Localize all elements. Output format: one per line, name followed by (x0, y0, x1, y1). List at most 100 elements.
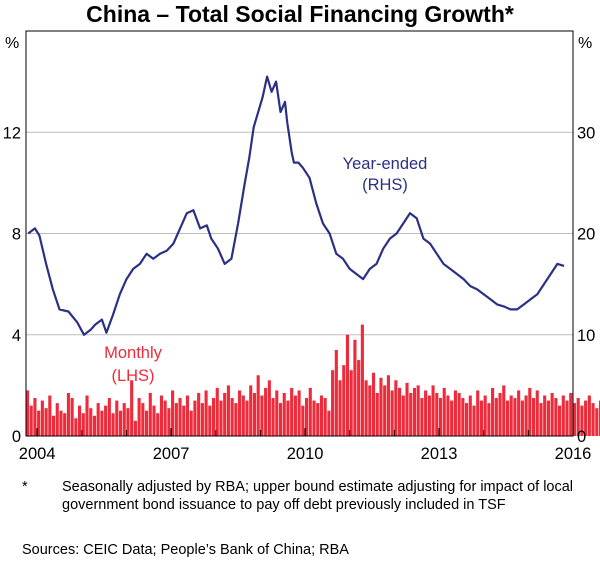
right-tick-label: 10 (577, 327, 595, 345)
monthly-bar (405, 382, 409, 436)
monthly-bar (178, 398, 182, 436)
monthly-bar (558, 405, 562, 436)
monthly-bar (59, 410, 63, 436)
monthly-bar (275, 390, 279, 436)
monthly-bar (308, 387, 312, 436)
monthly-bar (100, 410, 104, 436)
monthly-bar (334, 349, 338, 436)
monthly-bar (446, 395, 450, 436)
monthly-bar (141, 403, 145, 436)
year-ended-line (27, 75, 565, 336)
monthly-label: Monthly (104, 344, 163, 362)
monthly-bar (453, 390, 457, 436)
monthly-bar (223, 392, 227, 436)
monthly-bar (357, 360, 361, 436)
monthly-bar (528, 387, 532, 436)
monthly-bar (293, 395, 297, 436)
monthly-bar (569, 392, 573, 436)
monthly-bar (78, 405, 82, 436)
chart-plot: 0 4 8 12 0 10 20 30 2004 2007 2010 2013 2016 % % Yea… (3, 30, 600, 463)
monthly-bar (33, 398, 37, 436)
monthly-bar (40, 400, 44, 436)
monthly-bar (144, 410, 149, 436)
monthly-bar (349, 370, 353, 436)
monthly-bar (208, 405, 212, 436)
monthly-bar (63, 413, 67, 436)
monthly-bar (457, 392, 461, 436)
monthly-bar (234, 403, 238, 436)
monthly-bar (468, 395, 472, 436)
monthly-bar (66, 392, 70, 436)
monthly-bar (371, 372, 376, 436)
monthly-bar (189, 410, 193, 436)
monthly-bar (412, 387, 417, 436)
monthly-bar (524, 395, 528, 436)
monthly-bar (111, 413, 115, 436)
monthly-bar (394, 380, 398, 436)
monthly-axis-note: (LHS) (111, 367, 154, 385)
monthly-bar (304, 398, 309, 436)
monthly-bar (390, 390, 394, 436)
monthly-bar (264, 387, 268, 436)
axis-labels: 0 4 8 12 0 10 20 30 2004 2007 2010 2013 2016 (3, 124, 596, 463)
monthly-bar (44, 408, 48, 436)
monthly-bar (163, 400, 167, 436)
monthly-bar (200, 403, 204, 436)
axis-ticks (36, 428, 574, 436)
x-tick-label: 2010 (287, 445, 324, 463)
monthly-bar (535, 390, 539, 436)
chart-title: China – Total Social Financing Growth* (86, 1, 514, 27)
monthly-bar (115, 400, 119, 436)
monthly-bar (427, 395, 431, 436)
monthly-bar (312, 400, 316, 436)
monthly-bar (81, 413, 85, 436)
monthly-bar (476, 390, 480, 436)
monthly-bar (517, 390, 521, 436)
monthly-bar (580, 405, 584, 436)
monthly-bar (70, 398, 74, 436)
monthly-bar (278, 403, 283, 436)
monthly-bar (74, 418, 78, 436)
monthly-bar (89, 408, 93, 436)
monthly-bar (386, 375, 390, 436)
left-tick-label: 8 (12, 226, 21, 244)
monthly-bar (92, 415, 97, 436)
monthly-bar (572, 403, 577, 436)
x-tick-label: 2007 (153, 445, 190, 463)
monthly-bar (360, 324, 364, 436)
monthly-bar (29, 405, 33, 436)
monthly-bar (182, 405, 186, 436)
monthly-bar (491, 387, 495, 436)
monthly-bar (152, 405, 156, 436)
x-tick-label: 2004 (19, 445, 56, 463)
monthly-bar (171, 390, 175, 436)
monthly-bar (546, 400, 550, 436)
monthly-bar (539, 403, 543, 436)
year-ended-axis-note: (RHS) (362, 176, 408, 194)
monthly-bar (435, 392, 439, 436)
monthly-bar (464, 403, 469, 436)
monthly-bar (126, 408, 130, 436)
monthly-bar (241, 395, 245, 436)
monthly-bar (554, 398, 558, 436)
monthly-bar (174, 403, 178, 436)
year-ended-line-group (27, 75, 565, 336)
monthly-bar (543, 395, 547, 436)
monthly-bar (55, 403, 59, 436)
monthly-bar (204, 390, 208, 436)
monthly-bar (513, 398, 517, 436)
monthly-bar (598, 400, 600, 436)
left-axis-unit: % (5, 35, 19, 52)
monthly-bar (409, 392, 413, 436)
monthly-bar (133, 420, 137, 436)
monthly-bar (238, 390, 242, 436)
monthly-bar (505, 400, 510, 436)
monthly-bar (587, 395, 591, 436)
monthly-bar (297, 390, 301, 436)
monthly-bar (301, 405, 305, 436)
monthly-bar (260, 395, 264, 436)
monthly-bar (438, 398, 443, 436)
monthly-bar (584, 400, 588, 436)
monthly-bar (342, 365, 346, 436)
monthly-bar (531, 398, 536, 436)
